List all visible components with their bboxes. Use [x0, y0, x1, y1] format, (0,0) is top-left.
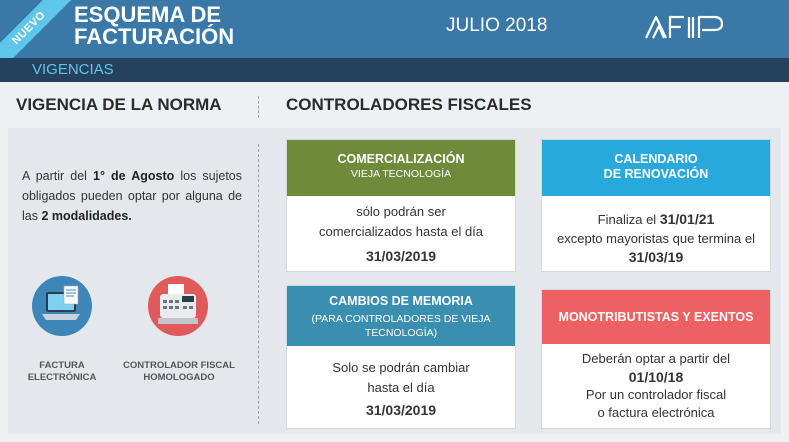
label-factura-line2: ELECTRÓNICA — [27, 372, 97, 383]
subtitle-vigencias: VIGENCIAS — [32, 61, 114, 78]
header-banner: NUEVO ESQUEMA DE FACTURACIÓN JULIO 2018 — [0, 0, 789, 58]
label-controlador-fiscal: CONTROLADOR FISCAL HOMOLOGADO — [118, 360, 240, 384]
divider-top — [258, 96, 259, 118]
controlador-fiscal-icon — [148, 276, 208, 336]
card-calendario-header: CALENDARIO DE RENOVACIÓN — [542, 140, 770, 196]
page-title: ESQUEMA DE FACTURACIÓN — [74, 4, 234, 48]
heading-controladores: CONTROLADORES FISCALES — [286, 95, 532, 114]
factura-electronica-icon — [32, 276, 92, 336]
heading-vigencia: VIGENCIA DE LA NORMA — [16, 95, 222, 114]
nuevo-ribbon: NUEVO — [0, 0, 80, 58]
card-line: sólo podrán ser — [356, 204, 446, 219]
card-line: Deberán optar a partir del — [581, 351, 731, 366]
card-body: Solo se podrán cambiar hasta el día 31/0… — [287, 346, 515, 420]
card-cambios-header: CAMBIOS DE MEMORIA (PARA CONTROLADORES D… — [287, 286, 515, 346]
card-line: Finaliza el 31/01/21 — [542, 210, 770, 229]
label-factura-line1: FACTURA — [39, 360, 85, 371]
card-date: 31/03/2019 — [365, 248, 437, 264]
card-title: CAMBIOS DE MEMORIA — [329, 294, 473, 308]
label-controlador-line2: HOMOLOGADO — [143, 372, 215, 383]
card-title: MONOTRIBUTISTAS Y EXENTOS — [558, 310, 754, 324]
card-line-a: Finaliza el — [597, 212, 660, 227]
card-comercializacion-header: COMERCIALIZACIÓN VIEJA TECNOLOGÍA — [287, 140, 515, 196]
intro-text: A partir del 1° de Agosto los sujetos ob… — [22, 166, 242, 226]
title-line-2: FACTURACIÓN — [74, 24, 235, 49]
card-line: Solo se podrán cambiar — [332, 360, 470, 375]
card-subtitle-line2: TECNOLOGÍA) — [364, 327, 438, 339]
label-controlador-line1: CONTROLADOR FISCAL — [123, 360, 235, 371]
card-calendario: CALENDARIO DE RENOVACIÓN Finaliza el 31/… — [541, 139, 771, 272]
date-label: JULIO 2018 — [446, 15, 548, 36]
card-date: 31/03/19 — [628, 249, 684, 265]
divider-vertical — [258, 144, 259, 424]
card-subtitle-line1: (PARA CONTROLADORES DE VIEJA — [311, 313, 491, 325]
card-date: 31/03/2019 — [365, 402, 437, 418]
card-line: hasta el día — [367, 380, 435, 395]
card-title: COMERCIALIZACIÓN — [337, 152, 465, 166]
title-line-1: ESQUEMA DE — [74, 2, 222, 27]
card-title-line2: DE RENOVACIÓN — [603, 167, 709, 181]
card-body: Finaliza el 31/01/21 excepto mayoristas … — [542, 196, 770, 267]
card-body: Deberán optar a partir del 01/10/18 Por … — [542, 344, 770, 422]
card-title-line1: CALENDARIO — [614, 152, 698, 166]
intro-c: los sujetos obligados pueden optar por a… — [22, 169, 242, 223]
intro-b: 1° de Agosto — [93, 169, 175, 183]
card-monotributistas: MONOTRIBUTISTAS Y EXENTOS Deberán optar … — [541, 289, 771, 429]
card-body: sólo podrán ser comercializados hasta el… — [287, 196, 515, 266]
card-line: comercializados hasta el día — [318, 224, 484, 239]
card-line: excepto mayoristas que termina el — [557, 231, 755, 246]
card-date-finaliza: 31/01/21 — [659, 211, 715, 227]
card-subtitle: VIEJA TECNOLOGÍA — [350, 168, 452, 180]
label-factura-electronica: FACTURA ELECTRÓNICA — [18, 360, 106, 384]
intro-a: A partir del — [22, 169, 94, 183]
intro-d: 2 modalidades. — [41, 209, 132, 223]
card-line: Por un controlador fiscal — [585, 387, 727, 402]
nuevo-badge: NUEVO — [0, 0, 75, 58]
card-line: o factura electrónica — [597, 405, 715, 420]
card-cambios-memoria: CAMBIOS DE MEMORIA (PARA CONTROLADORES D… — [286, 285, 516, 429]
afip-logo-icon — [645, 15, 724, 39]
card-monotributistas-header: MONOTRIBUTISTAS Y EXENTOS — [542, 290, 770, 344]
card-comercializacion: COMERCIALIZACIÓN VIEJA TECNOLOGÍA sólo p… — [286, 139, 516, 272]
card-date: 01/10/18 — [628, 369, 684, 385]
subtitle-bar: VIGENCIAS — [0, 58, 789, 82]
